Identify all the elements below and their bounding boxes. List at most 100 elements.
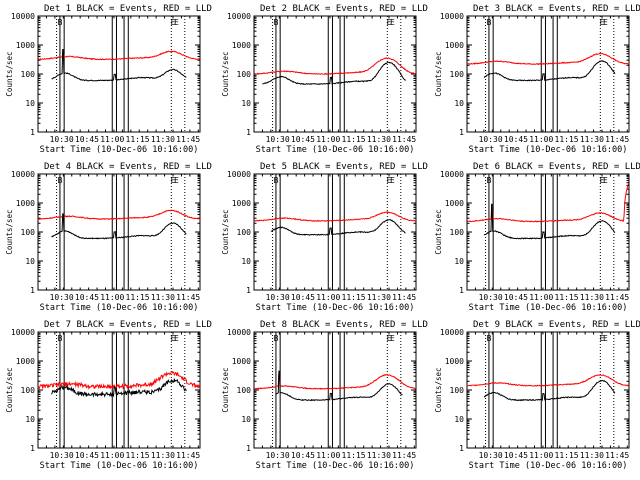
detector-panel-2: Det 2 BLACK = Events, RED = LLD 1 10 100 100… xyxy=(221,4,428,155)
panel-title: Det 4 BLACK = Events, RED = LLD xyxy=(44,162,212,172)
y-tick-label: 1 xyxy=(246,286,251,295)
marker-label: E xyxy=(174,176,179,185)
marker-label: E xyxy=(603,334,608,343)
marker-label: B xyxy=(58,18,63,27)
marker-label: B xyxy=(58,334,63,343)
marker-label: B xyxy=(274,18,279,27)
lld-series-line xyxy=(466,374,629,387)
y-tick-label: 10 xyxy=(25,99,35,108)
events-series-line xyxy=(51,49,187,82)
x-tick-label: 10:30 xyxy=(266,135,290,144)
x-tick-label: 11:00 xyxy=(100,293,124,302)
x-tick-label: 11:15 xyxy=(342,293,366,302)
marker-label: E xyxy=(387,18,392,27)
y-axis-label: Counts/sec xyxy=(434,51,443,96)
x-tick-label: 11:30 xyxy=(367,135,391,144)
y-axis-label: Counts/sec xyxy=(221,51,230,96)
y-tick-label: 10000 xyxy=(11,328,35,337)
x-tick-label: 11:45 xyxy=(176,451,200,460)
x-tick-label: 11:45 xyxy=(605,451,629,460)
y-axis-label: Counts/sec xyxy=(221,367,230,412)
x-tick-label: 11:30 xyxy=(151,135,175,144)
y-tick-label: 1000 xyxy=(16,41,35,50)
y-tick-label: 100 xyxy=(21,386,36,395)
x-tick-label: 11:00 xyxy=(316,451,340,460)
x-tick-label: 11:15 xyxy=(555,293,579,302)
panel-title: Det 3 BLACK = Events, RED = LLD xyxy=(473,4,640,14)
marker-label: B xyxy=(487,18,492,27)
marker-label: E xyxy=(171,176,176,185)
x-tick-label: 11:15 xyxy=(126,293,150,302)
marker-label: B xyxy=(274,176,279,185)
x-tick-label: 10:45 xyxy=(75,135,99,144)
x-tick-label: 11:30 xyxy=(580,293,604,302)
y-tick-label: 1000 xyxy=(445,199,464,208)
y-axis-label: Counts/sec xyxy=(5,209,14,254)
panel-title: Det 1 BLACK = Events, RED = LLD xyxy=(44,4,212,14)
x-tick-label: 11:45 xyxy=(392,451,416,460)
y-axis-label: Counts/sec xyxy=(5,367,14,412)
x-tick-label: 10:45 xyxy=(504,451,528,460)
y-tick-label: 100 xyxy=(450,228,465,237)
x-tick-label: 11:15 xyxy=(126,451,150,460)
marker-label: E xyxy=(171,334,176,343)
y-tick-label: 1000 xyxy=(232,41,251,50)
x-tick-label: 11:00 xyxy=(100,451,124,460)
detector-panel-3: Det 3 BLACK = Events, RED = LLD 1 10 100 100… xyxy=(434,4,640,155)
y-tick-label: 1000 xyxy=(445,41,464,50)
marker-label: B xyxy=(487,334,492,343)
x-tick-label: 11:45 xyxy=(176,135,200,144)
marker-label: E xyxy=(390,176,395,185)
y-tick-label: 10 xyxy=(25,257,35,266)
y-tick-label: 1 xyxy=(30,128,35,137)
x-axis-label: Start Time (10-Dec-06 10:16:00) xyxy=(256,303,415,313)
x-tick-label: 10:45 xyxy=(504,293,528,302)
x-tick-label: 10:45 xyxy=(504,135,528,144)
y-tick-label: 100 xyxy=(21,70,36,79)
x-tick-label: 11:45 xyxy=(605,293,629,302)
marker-label: E xyxy=(603,176,608,185)
y-tick-label: 10 xyxy=(454,99,464,108)
marker-label: E xyxy=(600,334,605,343)
panel-title: Det 9 BLACK = Events, RED = LLD xyxy=(473,320,640,330)
x-axis-label: Start Time (10-Dec-06 10:16:00) xyxy=(40,303,199,313)
y-tick-label: 1000 xyxy=(16,357,35,366)
x-axis-label: Start Time (10-Dec-06 10:16:00) xyxy=(256,461,415,471)
lld-series-line xyxy=(38,209,200,220)
x-tick-label: 10:30 xyxy=(266,293,290,302)
x-tick-label: 10:45 xyxy=(291,135,315,144)
y-tick-label: 1 xyxy=(30,286,35,295)
events-series-line xyxy=(483,379,616,402)
y-tick-label: 10000 xyxy=(11,12,35,21)
events-series-line xyxy=(483,59,616,82)
x-tick-label: 11:30 xyxy=(580,135,604,144)
plot-frame xyxy=(253,173,417,291)
y-tick-label: 1 xyxy=(246,444,251,453)
y-tick-label: 10000 xyxy=(440,328,464,337)
y-tick-label: 10000 xyxy=(227,328,251,337)
marker-label: E xyxy=(387,334,392,343)
y-tick-label: 1000 xyxy=(232,357,251,366)
detector-panel-1: Det 1 BLACK = Events, RED = LLD 1 10 100 100… xyxy=(5,4,212,155)
x-tick-label: 11:00 xyxy=(529,135,553,144)
y-tick-label: 100 xyxy=(21,228,36,237)
x-axis-label: Start Time (10-Dec-06 10:16:00) xyxy=(40,461,199,471)
y-tick-label: 10 xyxy=(241,415,251,424)
marker-label: E xyxy=(174,334,179,343)
panel-title: Det 6 BLACK = Events, RED = LLD xyxy=(473,162,640,172)
y-axis-label: Counts/sec xyxy=(5,51,14,96)
x-tick-label: 10:30 xyxy=(479,451,503,460)
x-tick-label: 11:30 xyxy=(580,451,604,460)
x-tick-label: 11:15 xyxy=(555,135,579,144)
panel-title: Det 7 BLACK = Events, RED = LLD xyxy=(44,320,212,330)
y-tick-label: 10 xyxy=(454,415,464,424)
y-tick-label: 1000 xyxy=(16,199,35,208)
marker-label: E xyxy=(174,18,179,27)
y-tick-label: 10000 xyxy=(440,170,464,179)
y-tick-label: 1000 xyxy=(445,357,464,366)
x-tick-label: 10:30 xyxy=(50,451,74,460)
lld-series-line xyxy=(253,373,417,390)
y-tick-label: 1 xyxy=(459,444,464,453)
y-tick-label: 10 xyxy=(241,99,251,108)
